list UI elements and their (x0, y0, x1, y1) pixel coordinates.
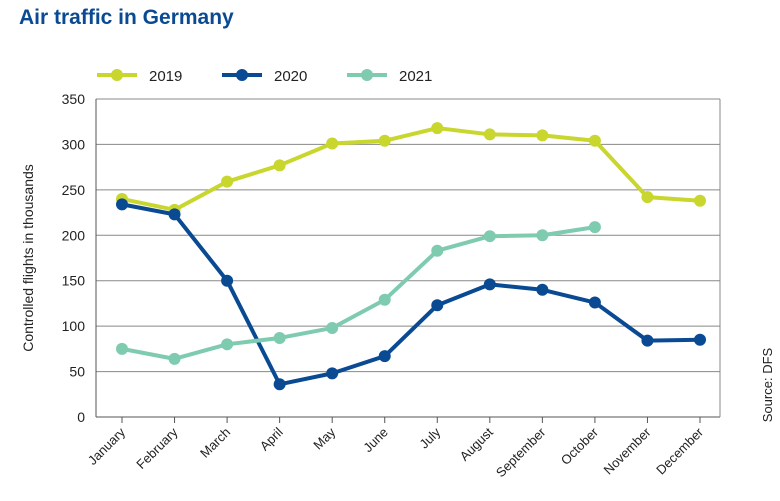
source-note: Source: DFS (760, 347, 775, 422)
y-tick-label: 200 (62, 227, 86, 243)
x-tick-label: November (601, 424, 654, 477)
data-point-2021 (326, 321, 339, 334)
y-axis-label: Controlled flights in thousands (20, 164, 36, 352)
y-tick-label: 100 (62, 318, 86, 334)
data-point-2021 (273, 331, 286, 344)
data-point-2019 (588, 134, 601, 147)
data-point-2019 (221, 175, 234, 188)
data-point-2021 (168, 352, 181, 365)
data-point-2020 (641, 334, 654, 347)
data-point-2021 (378, 293, 391, 306)
data-point-2020 (378, 350, 391, 363)
x-tick-label: January (85, 424, 129, 468)
data-point-2020 (116, 198, 128, 211)
y-tick-label: 300 (62, 136, 86, 152)
legend-label: 2021 (399, 68, 432, 85)
x-tick-label: August (457, 424, 496, 463)
y-tick-label: 0 (77, 409, 85, 425)
data-point-2019 (273, 159, 286, 172)
data-point-2021 (483, 230, 496, 243)
data-point-2021 (536, 229, 549, 242)
y-tick-label: 350 (62, 91, 86, 107)
legend-label: 2019 (149, 68, 182, 85)
data-point-2020 (326, 367, 339, 380)
data-point-2020 (168, 208, 181, 221)
x-tick-label: February (133, 424, 181, 472)
data-point-2020 (431, 299, 444, 312)
chart-title: Air traffic in Germany (19, 6, 234, 29)
data-point-2019 (483, 128, 496, 141)
x-tick-label: April (257, 424, 286, 453)
data-point-2020 (694, 333, 706, 346)
series-line-2020 (121, 202, 701, 387)
x-tick-label: December (653, 424, 706, 477)
x-tick-label: September (493, 424, 549, 480)
y-tick-label: 50 (69, 364, 85, 380)
x-tick-label: October (558, 424, 602, 468)
data-point-2019 (536, 129, 549, 142)
data-point-2019 (431, 122, 444, 135)
data-point-2021 (588, 221, 601, 234)
series-line-2021 (121, 225, 596, 361)
x-tick-label: June (360, 425, 391, 456)
data-point-2020 (536, 283, 549, 296)
series-line-2019 (121, 126, 701, 212)
data-point-2020 (483, 278, 496, 291)
data-point-2021 (221, 338, 234, 351)
legend-label: 2020 (274, 68, 307, 85)
data-point-2020 (221, 274, 234, 287)
data-point-2021 (431, 244, 444, 257)
data-point-2020 (273, 378, 286, 391)
y-tick-label: 150 (62, 273, 86, 289)
legend-swatch-marker (111, 69, 123, 81)
x-tick-label: May (310, 424, 338, 452)
data-point-2021 (116, 342, 128, 355)
y-tick-label: 250 (62, 182, 86, 198)
data-point-2020 (588, 296, 601, 309)
x-tick-label: March (197, 425, 233, 461)
data-point-2019 (641, 191, 654, 204)
data-point-2019 (378, 134, 391, 147)
legend-swatch-marker (361, 69, 373, 81)
x-tick-label: July (416, 424, 443, 451)
legend-swatch-marker (236, 69, 248, 81)
data-point-2019 (326, 137, 339, 150)
data-point-2019 (694, 194, 706, 207)
